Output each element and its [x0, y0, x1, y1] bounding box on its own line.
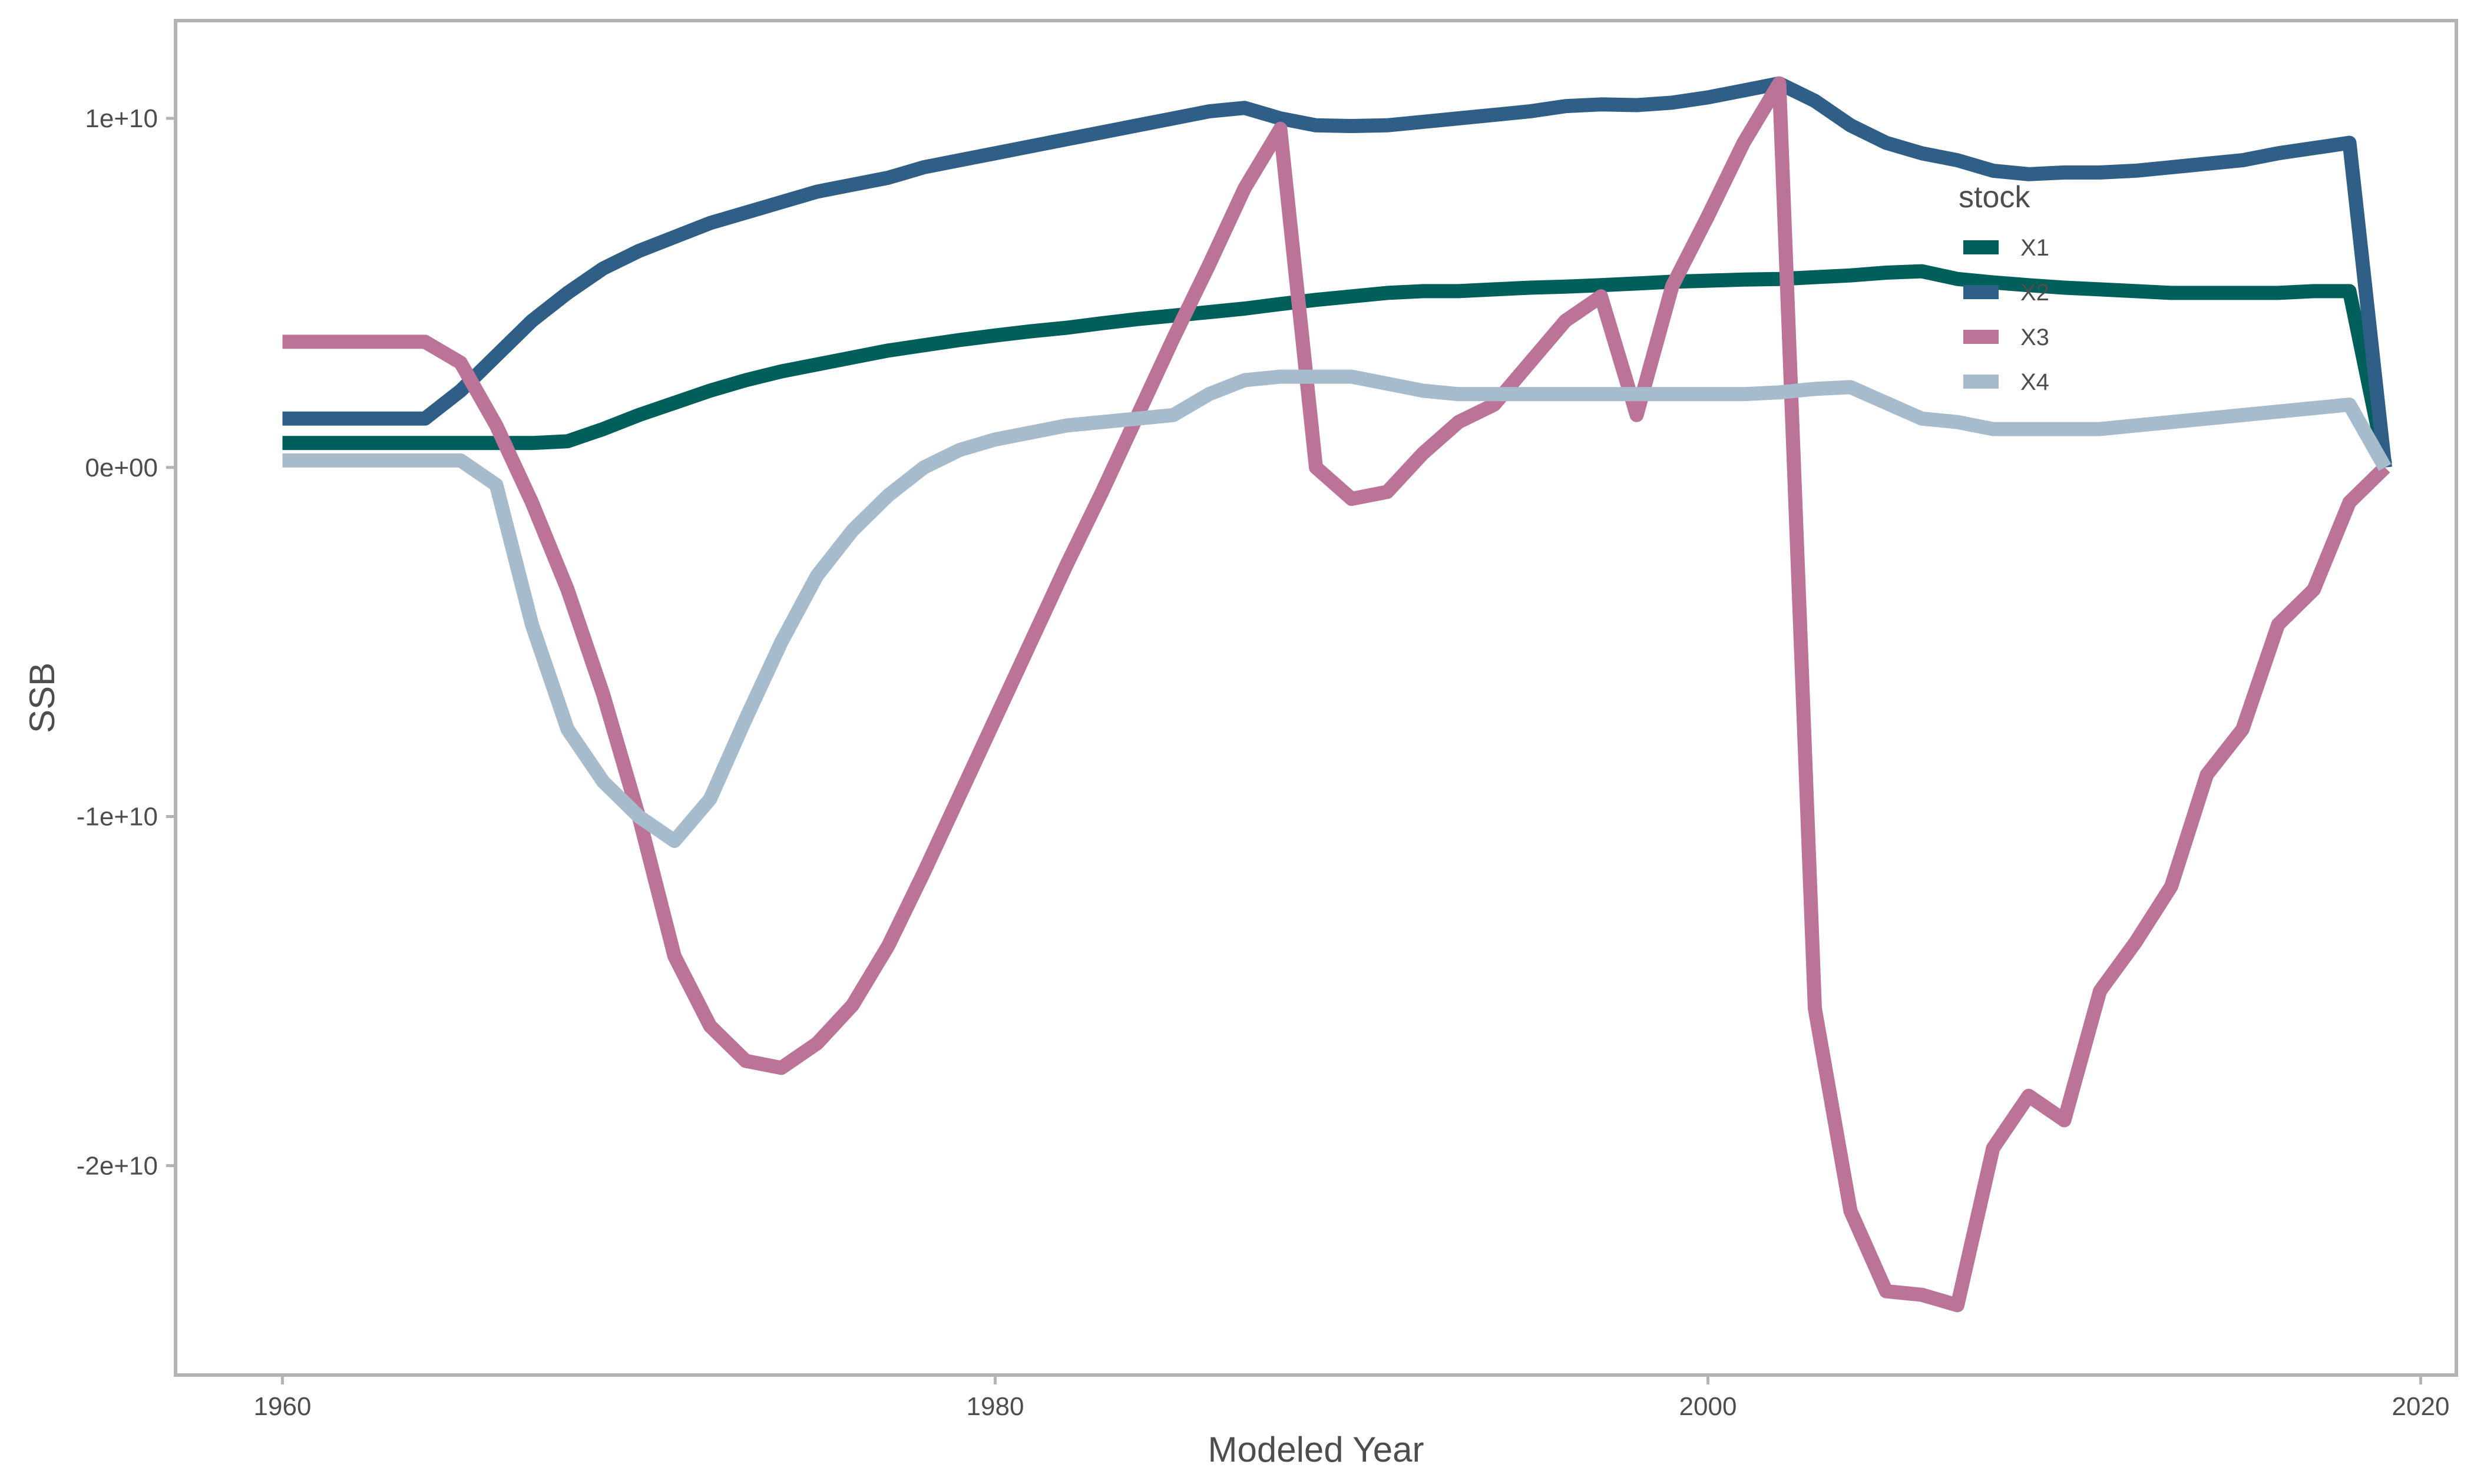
y-tick-label: 1e+10 [85, 104, 158, 133]
legend-label-x1: X1 [2020, 235, 2049, 261]
series-line-x3 [282, 76, 2390, 1313]
legend-label-x2: X2 [2020, 280, 2049, 306]
legend-label-x3: X3 [2020, 324, 2049, 350]
axis-ticks: 1960 1980 2000 2020 -2e+10 -1e+10 0e+00 1e+10 [77, 104, 2450, 1421]
legend-key-x2 [1963, 285, 1999, 299]
legend-title: stock [1959, 180, 2030, 214]
x-tick-label: 1980 [967, 1392, 1024, 1421]
x-axis-title: Modeled Year [1208, 1430, 1424, 1469]
y-tick-label: -1e+10 [77, 803, 158, 832]
legend-label-x4: X4 [2020, 369, 2049, 395]
series-line-x2 [282, 76, 2392, 469]
legend-key-x4 [1963, 375, 1999, 389]
legend-key-x1 [1963, 240, 1999, 254]
legend-key-x3 [1963, 330, 1999, 344]
series-line-x4 [282, 369, 2392, 848]
y-tick-label: -2e+10 [77, 1151, 158, 1180]
y-tick-label: 0e+00 [85, 453, 158, 482]
series-layer [282, 76, 2392, 1313]
legend: stock X1 X2 X3 X4 [1959, 180, 2049, 395]
x-tick-label: 2000 [1679, 1392, 1737, 1421]
x-tick-label: 2020 [2392, 1392, 2450, 1421]
series-line-x1 [282, 264, 2392, 466]
x-tick-label: 1960 [254, 1392, 312, 1421]
plot-border [174, 19, 2458, 1377]
y-axis-title: SSB [22, 662, 62, 733]
